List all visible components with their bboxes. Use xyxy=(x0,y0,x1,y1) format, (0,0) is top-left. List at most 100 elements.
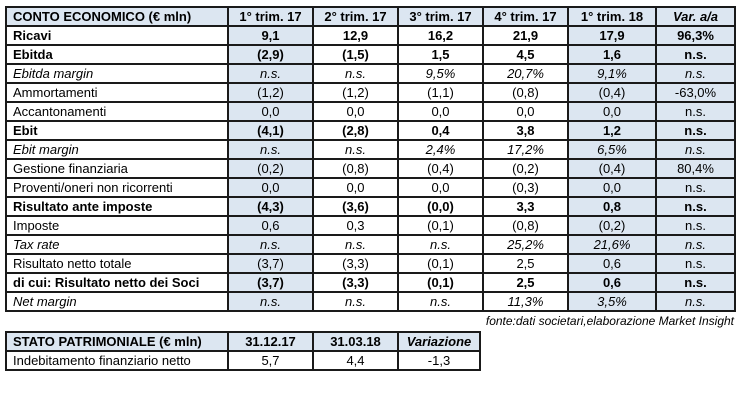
value-cell: (0,4) xyxy=(567,82,657,103)
value-cell: (3,7) xyxy=(227,253,314,274)
value-cell: (0,8) xyxy=(482,82,569,103)
table-row: Ebitda margin n.s. n.s. 9,5% 20,7% 9,1% n.s. xyxy=(5,63,736,84)
value-cell: (0,2) xyxy=(482,158,569,179)
row-label: Ebit margin xyxy=(5,139,229,160)
value-cell: 0,0 xyxy=(482,101,569,122)
value-cell: (3,7) xyxy=(227,272,314,293)
value-cell: 0,0 xyxy=(227,101,314,122)
value-cell: 20,7% xyxy=(482,63,569,84)
value-cell: 0,3 xyxy=(312,215,399,236)
table-row: Ebit margin n.s. n.s. 2,4% 17,2% 6,5% n.s. xyxy=(5,139,736,160)
value-cell: n.s. xyxy=(312,291,399,312)
value-cell: (0,1) xyxy=(397,253,484,274)
value-cell: 21,9 xyxy=(482,25,569,46)
column-header: Var. a/a xyxy=(655,6,736,27)
row-label: Ebitda xyxy=(5,44,229,65)
value-cell: (1,5) xyxy=(312,44,399,65)
value-cell: (1,2) xyxy=(227,82,314,103)
value-cell: n.s. xyxy=(655,120,736,141)
column-header: 1° trim. 17 xyxy=(227,6,314,27)
value-cell: 25,2% xyxy=(482,234,569,255)
value-cell: 4,4 xyxy=(312,350,399,371)
column-header: 2° trim. 17 xyxy=(312,6,399,27)
value-cell: n.s. xyxy=(227,291,314,312)
value-cell: 3,8 xyxy=(482,120,569,141)
value-cell: n.s. xyxy=(312,139,399,160)
row-label: Ebitda margin xyxy=(5,63,229,84)
value-cell: 0,8 xyxy=(567,196,657,217)
table-row: Risultato ante imposte (4,3) (3,6) (0,0) 3,3… xyxy=(5,196,736,217)
table-title-cell: CONTO ECONOMICO (€ mln) xyxy=(5,6,229,27)
value-cell: 1,5 xyxy=(397,44,484,65)
value-cell: 16,2 xyxy=(397,25,484,46)
value-cell: 2,5 xyxy=(482,272,569,293)
table-row: Risultato netto totale (3,7) (3,3) (0,1) 2,5… xyxy=(5,253,736,274)
value-cell: 1,2 xyxy=(567,120,657,141)
value-cell: 0,0 xyxy=(312,101,399,122)
value-cell: n.s. xyxy=(655,196,736,217)
row-label: Risultato netto totale xyxy=(5,253,229,274)
row-label: Gestione finanziaria xyxy=(5,158,229,179)
value-cell: 11,3% xyxy=(482,291,569,312)
value-cell: 0,6 xyxy=(567,272,657,293)
value-cell: (0,2) xyxy=(567,215,657,236)
row-label: Ammortamenti xyxy=(5,82,229,103)
balance-sheet-header-row: STATO PATRIMONIALE (€ mln) 31.12.17 31.03.… xyxy=(5,331,481,352)
value-cell: n.s. xyxy=(655,44,736,65)
value-cell: (0,2) xyxy=(227,158,314,179)
value-cell: 4,5 xyxy=(482,44,569,65)
value-cell: (0,1) xyxy=(397,272,484,293)
value-cell: n.s. xyxy=(655,253,736,274)
column-header: 3° trim. 17 xyxy=(397,6,484,27)
value-cell: (3,3) xyxy=(312,253,399,274)
value-cell: 0,6 xyxy=(227,215,314,236)
table-row: Ammortamenti (1,2) (1,2) (1,1) (0,8) (0,4) -63… xyxy=(5,82,736,103)
value-cell: (0,8) xyxy=(482,215,569,236)
value-cell: 0,0 xyxy=(567,101,657,122)
value-cell: 0,0 xyxy=(227,177,314,198)
value-cell: 5,7 xyxy=(227,350,314,371)
value-cell: -1,3 xyxy=(397,350,481,371)
table-title-cell: STATO PATRIMONIALE (€ mln) xyxy=(5,331,229,352)
value-cell: 0,4 xyxy=(397,120,484,141)
value-cell: -63,0% xyxy=(655,82,736,103)
row-label: Accantonamenti xyxy=(5,101,229,122)
table-row: Indebitamento finanziario netto 5,7 4,4 -1,… xyxy=(5,350,481,371)
value-cell: 9,5% xyxy=(397,63,484,84)
value-cell: (4,3) xyxy=(227,196,314,217)
row-label: Risultato ante imposte xyxy=(5,196,229,217)
column-header: Variazione xyxy=(397,331,481,352)
row-label: Proventi/oneri non ricorrenti xyxy=(5,177,229,198)
value-cell: n.s. xyxy=(655,63,736,84)
table-row: Ricavi 9,1 12,9 16,2 21,9 17,9 96,3% xyxy=(5,25,736,46)
table-row: Accantonamenti 0,0 0,0 0,0 0,0 0,0 n.s. xyxy=(5,101,736,122)
value-cell: n.s. xyxy=(655,139,736,160)
table-row: Gestione finanziaria (0,2) (0,8) (0,4) (0,2)… xyxy=(5,158,736,179)
column-header: 31.03.18 xyxy=(312,331,399,352)
value-cell: n.s. xyxy=(655,177,736,198)
row-label: Net margin xyxy=(5,291,229,312)
value-cell: n.s. xyxy=(655,291,736,312)
value-cell: (0,4) xyxy=(567,158,657,179)
value-cell: 21,6% xyxy=(567,234,657,255)
value-cell: 3,5% xyxy=(567,291,657,312)
value-cell: n.s. xyxy=(397,234,484,255)
balance-sheet-body: Indebitamento finanziario netto 5,7 4,4 -1,… xyxy=(5,350,481,371)
row-label: Ricavi xyxy=(5,25,229,46)
value-cell: (1,1) xyxy=(397,82,484,103)
income-statement-header-row: CONTO ECONOMICO (€ mln) 1° trim. 17 2° tri… xyxy=(5,6,736,27)
value-cell: (2,8) xyxy=(312,120,399,141)
value-cell: 0,0 xyxy=(312,177,399,198)
value-cell: 17,9 xyxy=(567,25,657,46)
value-cell: 2,4% xyxy=(397,139,484,160)
row-label: Indebitamento finanziario netto xyxy=(5,350,229,371)
table-row: Ebitda (2,9) (1,5) 1,5 4,5 1,6 n.s. xyxy=(5,44,736,65)
value-cell: 0,0 xyxy=(567,177,657,198)
value-cell: n.s. xyxy=(655,234,736,255)
value-cell: n.s. xyxy=(655,215,736,236)
value-cell: n.s. xyxy=(227,139,314,160)
value-cell: 12,9 xyxy=(312,25,399,46)
value-cell: (0,1) xyxy=(397,215,484,236)
row-label: Imposte xyxy=(5,215,229,236)
value-cell: 96,3% xyxy=(655,25,736,46)
